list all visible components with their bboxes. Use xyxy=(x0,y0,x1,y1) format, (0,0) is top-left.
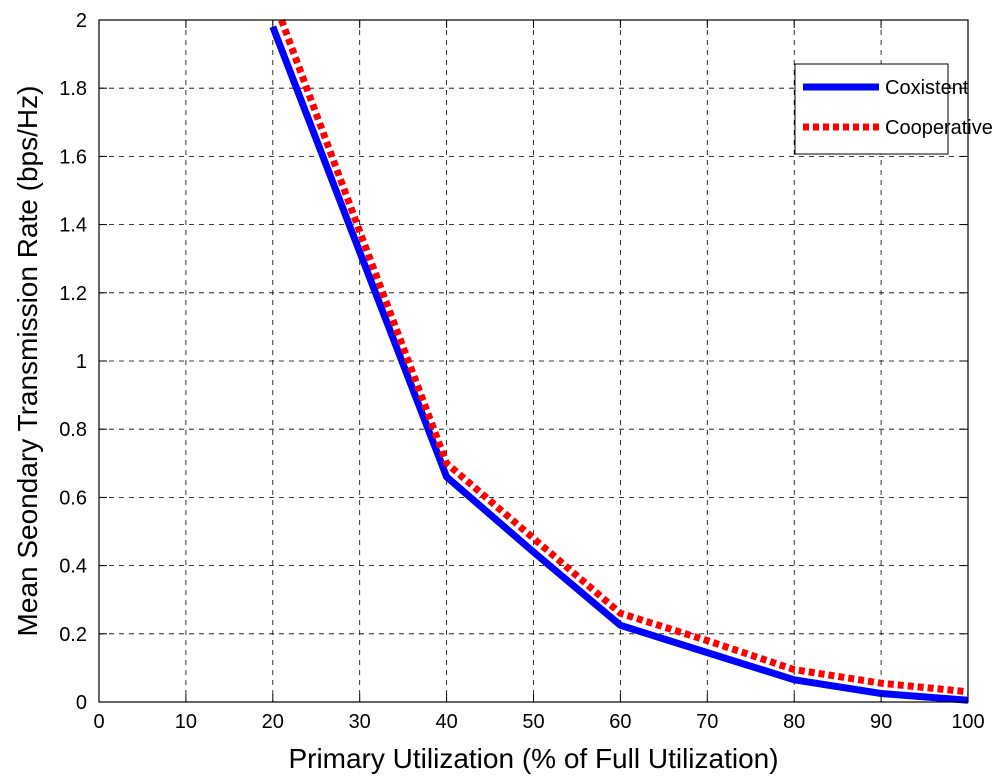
y-tick-label: 1.2 xyxy=(59,283,87,305)
y-tick-label: 0 xyxy=(76,692,87,714)
y-tick-label: 1.4 xyxy=(59,215,87,237)
x-tick-label: 10 xyxy=(175,711,197,733)
series-line-coxistent xyxy=(269,25,969,704)
x-tick-label: 60 xyxy=(609,711,631,733)
y-tick-label: 1.6 xyxy=(59,146,87,168)
y-tick-label: 1 xyxy=(76,351,87,373)
y-tick-label: 0.2 xyxy=(59,624,87,646)
x-tick-label: 30 xyxy=(349,711,371,733)
grid-lines xyxy=(99,20,968,702)
series-line-cooperative xyxy=(278,18,969,696)
legend: Coxistent Cooperative xyxy=(794,63,993,155)
y-tick-label: 0.8 xyxy=(59,419,87,441)
x-tick-label: 70 xyxy=(696,711,718,733)
y-tick-label: 1.8 xyxy=(59,78,87,100)
x-tick-label: 80 xyxy=(783,711,805,733)
x-axis-label: Primary Utilization (% of Full Utilizati… xyxy=(288,743,778,774)
y-axis-label: Mean Seondary Transmission Rate (bps/Hz) xyxy=(12,86,43,637)
x-tick-label: 0 xyxy=(93,711,104,733)
tick-labels: 0 10 20 30 40 50 60 70 80 90 100 0 0.2 0.4 0.6 0.8 1 1.2 1… xyxy=(59,10,985,733)
x-tick-label: 90 xyxy=(870,711,892,733)
x-tick-label: 40 xyxy=(435,711,457,733)
x-tick-label: 50 xyxy=(522,711,544,733)
y-tick-label: 2 xyxy=(76,10,87,32)
series-group xyxy=(269,18,969,704)
legend-entry-label: Coxistent xyxy=(885,77,969,99)
legend-entry-label: Cooperative xyxy=(885,117,993,139)
x-tick-label: 100 xyxy=(951,711,984,733)
x-tick-label: 20 xyxy=(262,711,284,733)
y-tick-label: 0.4 xyxy=(59,556,87,578)
y-tick-label: 0.6 xyxy=(59,487,87,509)
legend-box xyxy=(794,63,949,155)
axis-ticks xyxy=(98,19,969,703)
